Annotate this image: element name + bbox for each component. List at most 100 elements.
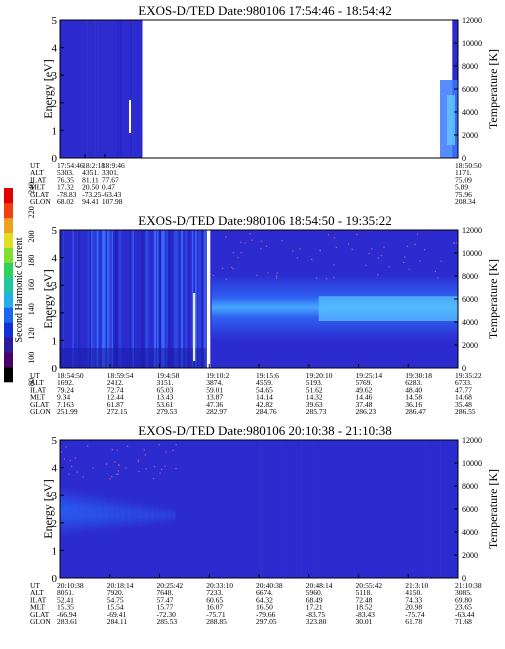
panel-1-title: EXOS-D/TED Date:980106 17:54:46 - 18:54:…	[138, 3, 391, 18]
orbit-cell: 75.09	[455, 175, 472, 184]
orbit-cell: 72.74	[107, 385, 124, 394]
orbit-cell: 18:59:54	[107, 371, 134, 380]
orbit-cell: 288.85	[206, 617, 227, 626]
spectrogram-streak	[93, 20, 96, 158]
orbit-row-label: GLON	[30, 617, 51, 626]
orbit-cell: 14.32	[306, 393, 323, 402]
orbit-cell: -75.74	[405, 610, 425, 619]
y-tick-label: 4	[52, 43, 58, 55]
spectrogram-dot	[74, 457, 77, 459]
spectrogram-dot	[68, 473, 70, 475]
orbit-cell: -83.75	[306, 610, 326, 619]
spectrogram-dot	[138, 470, 140, 473]
panel-3-spectrogram	[60, 440, 458, 578]
spectrogram-streak	[191, 230, 194, 368]
y2-tick-label: 4000	[462, 108, 478, 117]
spectrogram-dot	[158, 444, 160, 446]
spectrogram-dot	[231, 266, 233, 268]
orbit-cell: 19:4:58	[157, 371, 180, 380]
orbit-cell: 1692.	[57, 378, 74, 387]
y-tick-label: 1	[52, 545, 58, 557]
orbit-cell: 286.55	[455, 407, 476, 416]
orbit-cell: 30.01	[356, 617, 373, 626]
spectrogram-dot	[256, 274, 258, 276]
spectrogram-dot	[175, 467, 177, 470]
colorbar-swatch	[4, 202, 13, 219]
orbit-cell: 18:2:18	[82, 161, 105, 170]
spectrogram-dot	[281, 240, 283, 242]
energy-band	[88, 492, 96, 534]
orbit-cell: 60.65	[206, 595, 223, 604]
spectrogram-dot	[82, 476, 84, 478]
spectrogram-dot	[377, 257, 379, 259]
spectrogram-streak	[106, 230, 110, 368]
y2-tick-label: 10000	[462, 39, 482, 48]
colorbar-swatch	[4, 232, 13, 248]
y-tick-label: 4	[52, 463, 58, 475]
spectrogram-streak	[201, 230, 204, 368]
spectrogram-dot	[455, 242, 458, 244]
orbit-row-label: GLAT	[30, 610, 50, 619]
colorbar-swatch	[4, 292, 13, 308]
spectrogram-dot	[222, 267, 224, 269]
orbit-cell: 20.50	[82, 183, 99, 192]
y2-tick-label: 10000	[462, 249, 482, 258]
energy-band	[123, 499, 130, 529]
y-tick-label: 0	[52, 363, 58, 375]
spectrogram-dot	[240, 252, 242, 254]
spectrogram-streak	[261, 440, 263, 578]
orbit-cell: 3085.	[455, 588, 472, 597]
spectrogram-marker	[129, 100, 131, 133]
orbit-cell: 19:15:6	[256, 371, 279, 380]
y2-tick-label: 6000	[462, 295, 478, 304]
spectrogram-dot	[240, 241, 242, 243]
colorbar-tick-label: 240	[27, 182, 36, 194]
spectrogram-streak	[179, 230, 184, 368]
orbit-cell: 20:40:38	[256, 581, 283, 590]
spectrogram-streak	[129, 230, 133, 368]
colorbar-label: Second Harmonic Current	[14, 237, 25, 342]
spectrogram-dot	[299, 248, 301, 250]
orbit-cell: 8051.	[57, 588, 74, 597]
spectrogram-dot	[232, 252, 234, 254]
panel-2-ylabel: Energy [eV]	[41, 269, 55, 328]
colorbar-tick-label: 180	[27, 255, 36, 267]
spectrogram-streak	[425, 440, 427, 578]
y2-tick-label: 6000	[462, 505, 478, 514]
orbit-cell: 4351.	[82, 168, 99, 177]
spectrogram-dot	[125, 467, 127, 469]
orbit-cell: 15.35	[57, 603, 74, 612]
spectrogram-streak	[168, 230, 171, 368]
y2-tick-label: 10000	[462, 459, 482, 468]
spectrogram-dot	[111, 449, 113, 451]
spectrogram-dot	[92, 467, 94, 469]
orbit-cell: 13.43	[157, 393, 174, 402]
spectrogram-streak	[77, 230, 81, 368]
orbit-cell: -83.43	[356, 610, 376, 619]
orbit-row-label: MLT	[30, 603, 46, 612]
colorbar-tick-label: 220	[27, 206, 36, 218]
orbit-cell: 16.50	[256, 603, 273, 612]
orbit-cell: 69.80	[455, 595, 472, 604]
spectrogram-dot	[328, 234, 330, 236]
spectrogram-streak	[130, 20, 133, 158]
energy-band	[83, 491, 90, 534]
spectrogram-dot	[76, 471, 78, 473]
y2-tick-label: 0	[462, 364, 466, 373]
orbit-cell: 35.48	[455, 400, 472, 409]
spectrogram-streak	[141, 230, 145, 368]
y-tick-label: 0	[52, 573, 58, 585]
spectrogram-streak	[114, 230, 118, 368]
orbit-cell: -79.66	[256, 610, 276, 619]
panel-3-orbit-table: UTALTILATMLTGLATGLON20:10:388051.52.4115…	[30, 581, 482, 626]
orbit-cell: 5118.	[356, 588, 373, 597]
orbit-cell: 19:30:18	[405, 371, 432, 380]
orbit-cell: 14.68	[455, 393, 472, 402]
spectrogram-patch	[60, 348, 210, 368]
panel-1-y2-axis: 0 2000 4000 6000 8000 10000 12000	[454, 16, 482, 163]
spectrogram-dot	[152, 478, 155, 480]
spectrogram-dot	[143, 449, 145, 451]
spectrogram-dot	[87, 445, 89, 447]
colorbar-ticks: 80 100 120 140 160 180 200 220 240	[27, 182, 36, 386]
colorbar-tick-label: 120	[27, 328, 36, 340]
